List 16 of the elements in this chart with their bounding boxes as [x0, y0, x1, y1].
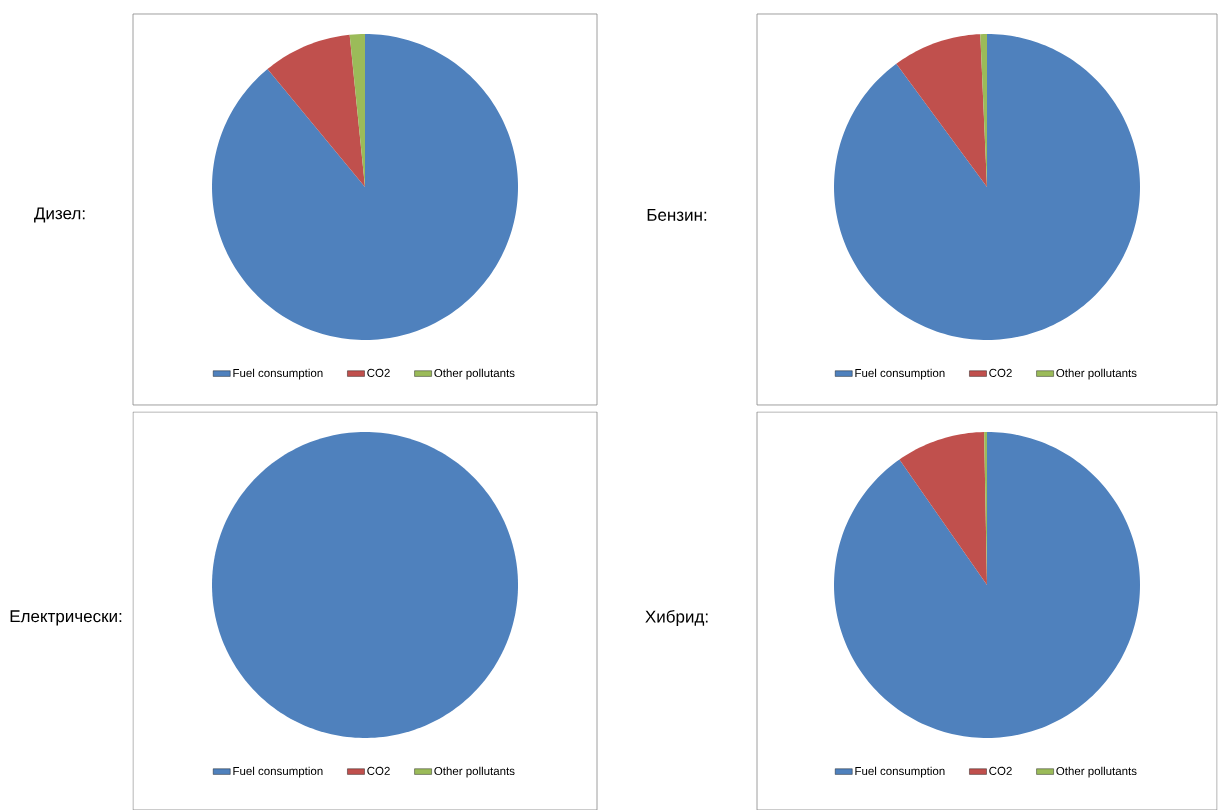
legend-label: Fuel consumption [233, 368, 323, 380]
legend-label: CO2 [989, 766, 1012, 775]
legend-label: Other pollutants [1056, 766, 1137, 778]
text: Дизел: [34, 207, 85, 223]
legend-label: CO2 [367, 766, 390, 775]
legend-label: CO2 [989, 368, 1012, 377]
legend-label: CO2 [367, 368, 390, 377]
text: Електрически: [10, 610, 122, 626]
legend-label: Fuel consumption [855, 766, 945, 778]
text: Бензин: [647, 209, 707, 221]
legend-label: Other pollutants [434, 368, 515, 380]
text: Хибрид: [645, 609, 708, 626]
legend-label: Other pollutants [434, 766, 515, 778]
legend-label: Other pollutants [1056, 368, 1137, 380]
legend-label: Fuel consumption [855, 368, 945, 380]
legend-label: Fuel consumption [233, 766, 323, 778]
